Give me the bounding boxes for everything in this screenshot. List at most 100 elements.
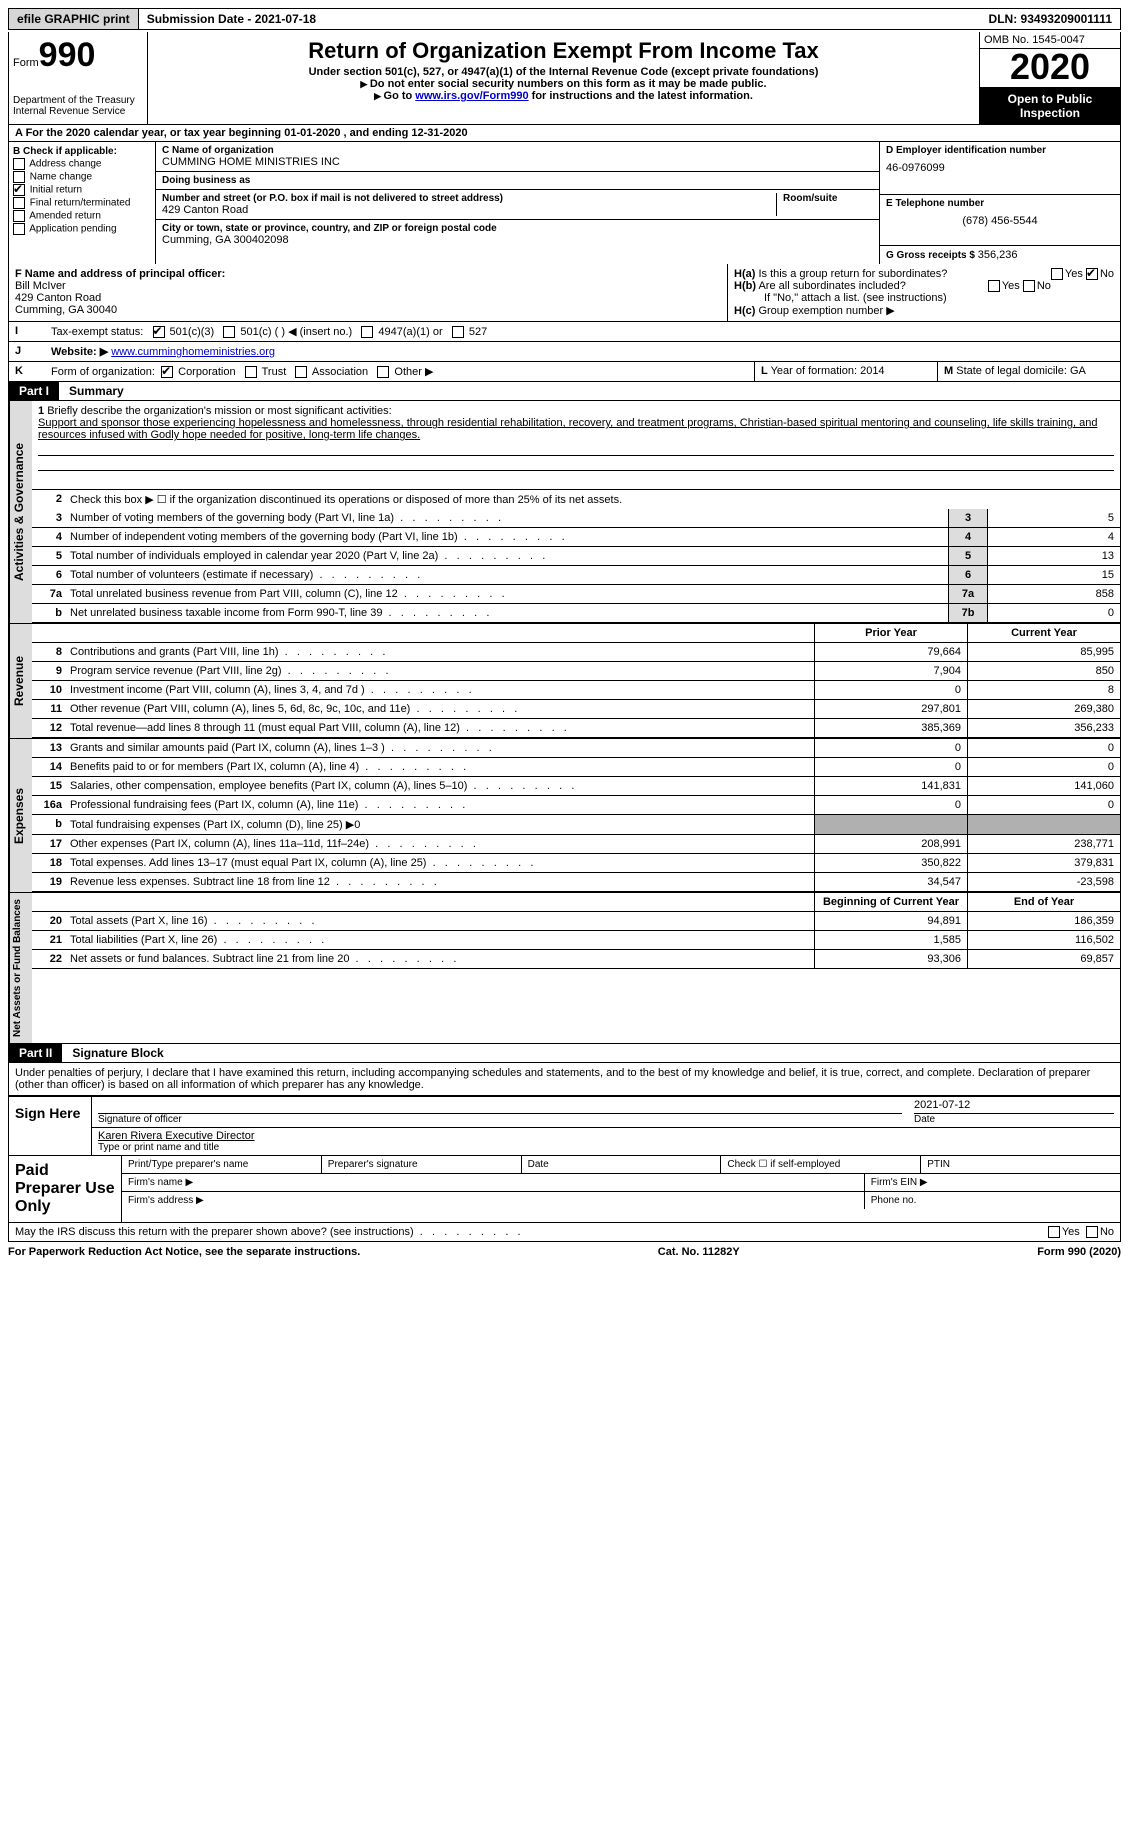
subtitle-3: Go to www.irs.gov/Form990 for instructio… [152,90,975,102]
col-b-checkboxes: B Check if applicable: Address change Na… [9,142,156,264]
data-line: 15 Salaries, other compensation, employe… [32,777,1120,796]
gov-line: 3 Number of voting members of the govern… [32,509,1120,528]
sign-here-label: Sign Here [9,1097,92,1155]
gov-line: 7a Total unrelated business revenue from… [32,585,1120,604]
tax-year: 2020 [980,49,1120,88]
data-line: 17 Other expenses (Part IX, column (A), … [32,835,1120,854]
dln: DLN: 93493209001111 [981,9,1120,29]
sig-name-title-label: Type or print name and title [98,1142,1114,1153]
checkbox-item[interactable]: Application pending [13,223,151,235]
gov-line: b Net unrelated business taxable income … [32,604,1120,623]
discuss-row: May the IRS discuss this return with the… [8,1223,1121,1242]
data-line: 13 Grants and similar amounts paid (Part… [32,739,1120,758]
side-governance: Activities & Governance [9,401,32,623]
footer-right: Form 990 (2020) [1037,1246,1121,1258]
side-expenses: Expenses [9,739,32,892]
phone-label: E Telephone number [886,198,1114,209]
checkbox-item[interactable]: Final return/terminated [13,197,151,209]
data-line: 8 Contributions and grants (Part VIII, l… [32,643,1120,662]
checkbox-item[interactable]: Initial return [13,184,151,196]
subtitle-1: Under section 501(c), 527, or 4947(a)(1)… [152,66,975,78]
gov-line: 4 Number of independent voting members o… [32,528,1120,547]
street-label: Number and street (or P.O. box if mail i… [162,193,776,204]
footer: For Paperwork Reduction Act Notice, see … [8,1242,1121,1262]
part1-title: Summary [59,382,134,400]
sig-declaration: Under penalties of perjury, I declare th… [9,1063,1120,1096]
data-line: 11 Other revenue (Part VIII, column (A),… [32,700,1120,719]
phone-value: (678) 456-5544 [886,215,1114,227]
row-j: J Website: ▶ www.cumminghomeministries.o… [8,342,1121,362]
form-header: Form990 Department of the Treasury Inter… [8,32,1121,125]
data-line: 19 Revenue less expenses. Subtract line … [32,873,1120,892]
prep-col-header: Check ☐ if self-employed [721,1156,921,1173]
data-line: 21 Total liabilities (Part X, line 26) 1… [32,931,1120,950]
prep-col-header: Date [522,1156,722,1173]
part1-header: Part I Summary [8,382,1121,401]
submission-date: Submission Date - 2021-07-18 [139,9,324,29]
hc-row: H(c) Group exemption number ▶ [734,304,1114,317]
signature-block: Under penalties of perjury, I declare th… [8,1063,1121,1223]
hb-note: If "No," attach a list. (see instruction… [734,292,1114,304]
data-line: 12 Total revenue—add lines 8 through 11 … [32,719,1120,738]
data-line: 14 Benefits paid to or for members (Part… [32,758,1120,777]
city-value: Cumming, GA 300402098 [162,234,873,246]
data-line: 16a Professional fundraising fees (Part … [32,796,1120,815]
sig-officer-label: Signature of officer [98,1113,902,1125]
sig-date-label: Date [914,1113,1114,1125]
gov-line: 5 Total number of individuals employed i… [32,547,1120,566]
gov-line: 6 Total number of volunteers (estimate i… [32,566,1120,585]
efile-print-button[interactable]: efile GRAPHIC print [9,9,139,29]
side-net: Net Assets or Fund Balances [9,893,32,1043]
col-d: D Employer identification number 46-0976… [880,142,1120,264]
part1-badge: Part I [9,382,59,400]
data-line: 18 Total expenses. Add lines 13–17 (must… [32,854,1120,873]
part2-header: Part II Signature Block [8,1044,1121,1063]
line2-text: Check this box ▶ ☐ if the organization d… [66,490,1120,509]
street-value: 429 Canton Road [162,204,776,216]
irs-link[interactable]: www.irs.gov/Form990 [415,90,528,102]
public-inspection: Open to Public Inspection [980,88,1120,124]
firm-addr: Firm's address ▶ [122,1192,865,1209]
section-bcd: B Check if applicable: Address change Na… [8,142,1121,264]
form-number: Form990 [13,36,143,75]
prep-col-header: Print/Type preparer's name [122,1156,322,1173]
checkbox-item[interactable]: Amended return [13,210,151,222]
ha-row: H(a) Is this a group return for subordin… [734,268,1114,280]
sig-date: 2021-07-12 [914,1099,1114,1113]
prep-header: Paid Preparer Use Only [9,1156,122,1222]
data-line: 20 Total assets (Part X, line 16) 94,891… [32,912,1120,931]
form-title: Return of Organization Exempt From Incom… [152,38,975,64]
current-year-header: Current Year [967,624,1120,642]
row-fh: F Name and address of principal officer:… [8,264,1121,322]
officer-addr2: Cumming, GA 30040 [15,304,721,316]
dept-treasury: Department of the Treasury Internal Reve… [13,95,143,117]
end-year-header: End of Year [967,893,1120,911]
org-name-label: C Name of organization [162,145,873,156]
officer-name: Bill McIver [15,280,721,292]
data-line: b Total fundraising expenses (Part IX, c… [32,815,1120,835]
data-line: 10 Investment income (Part VIII, column … [32,681,1120,700]
room-label: Room/suite [783,193,873,204]
col-b-header: B Check if applicable: [13,146,151,157]
firm-name: Firm's name ▶ [122,1174,865,1191]
firm-ein: Firm's EIN ▶ [865,1174,1120,1191]
sig-name-title: Karen Rivera Executive Director [98,1130,1114,1142]
mission-block: 1 Briefly describe the organization's mi… [32,401,1120,490]
topbar: efile GRAPHIC print Submission Date - 20… [8,8,1121,30]
checkbox-item[interactable]: Name change [13,171,151,183]
website-link[interactable]: www.cumminghomeministries.org [111,346,275,358]
ein-label: D Employer identification number [886,145,1114,156]
officer-addr1: 429 Canton Road [15,292,721,304]
row-a-tax-year: A For the 2020 calendar year, or tax yea… [8,125,1121,142]
part2-badge: Part II [9,1044,62,1062]
firm-phone: Phone no. [865,1192,1120,1209]
row-i: I Tax-exempt status: 501(c)(3) 501(c) ( … [8,322,1121,342]
ein-value: 46-0976099 [886,162,1114,174]
footer-left: For Paperwork Reduction Act Notice, see … [8,1246,360,1258]
prep-col-header: PTIN [921,1156,1120,1173]
subtitle-2: Do not enter social security numbers on … [152,78,975,90]
city-label: City or town, state or province, country… [162,223,873,234]
officer-label: F Name and address of principal officer: [15,268,721,280]
checkbox-item[interactable]: Address change [13,158,151,170]
row-klm: K Form of organization: Corporation Trus… [8,362,1121,382]
